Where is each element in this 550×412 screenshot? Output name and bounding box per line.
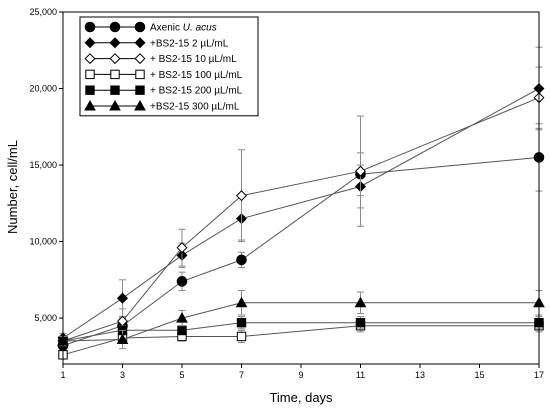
series-line	[62, 322, 539, 342]
data-point	[176, 242, 188, 254]
legend-marker	[84, 37, 96, 49]
legend-label: + BS2-15 10 µL/mL	[150, 54, 237, 65]
legend-marker	[134, 37, 146, 49]
series-1	[57, 123, 545, 351]
legend-marker	[135, 69, 145, 80]
legend-marker	[134, 99, 146, 111]
series-line	[62, 302, 539, 342]
legend-entry: Axenic U. acus	[84, 21, 217, 34]
legend-entry: + BS2-15 200 µL/mL	[85, 85, 243, 97]
legend-marker	[135, 85, 145, 95]
x-tick-label: 7	[239, 370, 244, 380]
legend-label: +BS2-15 300 µL/mL	[150, 102, 240, 113]
y-tick-label: 15,000	[29, 160, 57, 170]
legend-box	[79, 16, 259, 117]
data-point	[236, 331, 247, 342]
legend-marker	[110, 85, 120, 95]
series-4	[58, 319, 544, 360]
plot-area	[57, 46, 545, 360]
x-tick-label: 9	[298, 370, 303, 380]
legend-marker	[85, 85, 95, 95]
legend-entry: + BS2-15 100 µL/mL	[85, 69, 243, 81]
y-tick-label: 5,000	[34, 313, 57, 323]
y-tick-label: 10,000	[29, 237, 57, 247]
data-point	[236, 254, 247, 266]
data-point	[235, 296, 248, 308]
legend-marker	[109, 53, 121, 65]
legend-marker	[109, 21, 121, 33]
legend-marker	[110, 69, 120, 80]
legend-marker	[84, 53, 96, 65]
data-point	[177, 325, 187, 336]
data-point	[176, 276, 188, 287]
data-point	[355, 317, 366, 328]
series-line	[62, 88, 540, 339]
legend-entry: +BS2-15 300 µL/mL	[84, 99, 240, 113]
x-tick-label: 13	[415, 370, 425, 380]
x-tick-label: 15	[474, 370, 484, 380]
data-point	[176, 312, 188, 323]
x-tick-label: 3	[120, 370, 125, 380]
series-line	[62, 97, 540, 342]
x-tick-label: 5	[179, 370, 184, 380]
legend-entry: +BS2-15 2 µL/mL	[84, 37, 229, 49]
data-point	[236, 317, 247, 328]
legend-marker	[84, 21, 96, 33]
series-line	[62, 325, 539, 356]
y-axis-title: Number, cell/mL	[5, 140, 20, 234]
legend-label: Axenic U. acus	[150, 23, 217, 34]
x-axis-title: Time, days	[269, 390, 333, 405]
y-tick-label: 25,000	[29, 7, 57, 17]
legend-label: + BS2-15 200 µL/mL	[150, 86, 243, 97]
data-point	[354, 296, 367, 308]
series-line	[62, 156, 540, 347]
legend-label: + BS2-15 100 µL/mL	[150, 70, 243, 81]
legend-marker	[134, 21, 146, 33]
legend-marker	[84, 99, 96, 111]
legend-marker	[109, 37, 121, 49]
legend-label: +BS2-15 2 µL/mL	[150, 38, 229, 49]
x-tick-label: 17	[534, 370, 544, 380]
data-point	[354, 165, 367, 177]
x-tick-label: 1	[60, 370, 65, 380]
data-point	[235, 190, 248, 202]
legend-entry: + BS2-15 10 µL/mL	[84, 53, 237, 65]
legend: Axenic U. acus +BS2-15 2 µL/mL + BS2-15 10…	[79, 16, 259, 117]
axes: 1 3 5 7 9 11 13 15 175,00010,00015,00020,00025,0…	[29, 7, 544, 380]
data-point	[116, 292, 129, 304]
data-point	[116, 333, 129, 345]
legend-marker	[134, 53, 146, 65]
y-tick-label: 20,000	[29, 84, 57, 94]
legend-marker	[109, 99, 121, 111]
x-tick-label: 11	[356, 370, 365, 380]
legend-marker	[85, 69, 95, 80]
